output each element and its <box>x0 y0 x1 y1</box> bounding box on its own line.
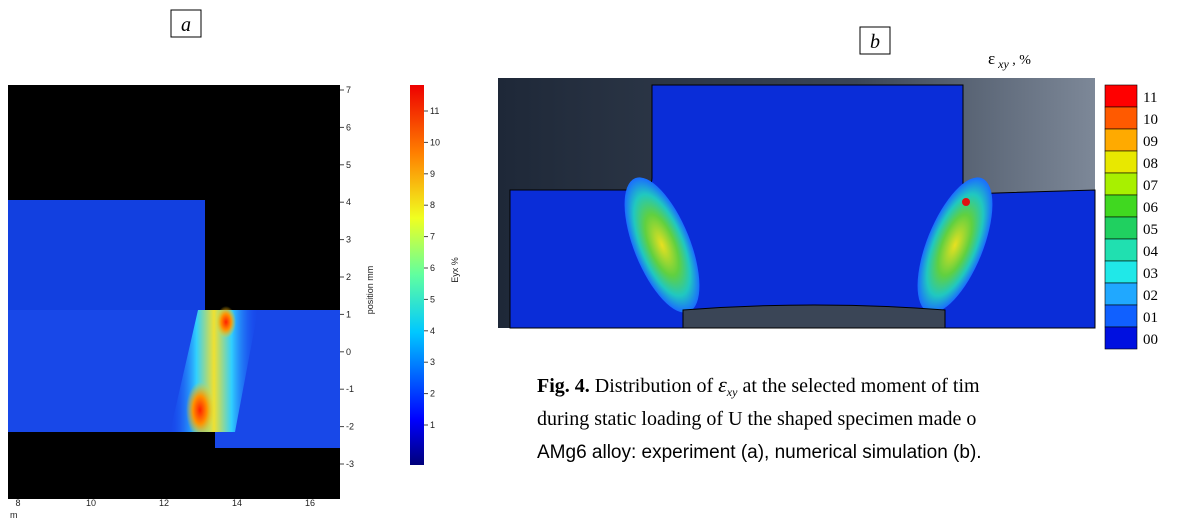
colorbar-cell <box>1104 326 1138 350</box>
x-unit: m <box>10 510 18 520</box>
colorbar-level: 09 <box>1143 134 1158 150</box>
colorbar-level: 06 <box>1143 200 1159 216</box>
colorbar-cell <box>1104 106 1138 130</box>
symbol: ε <box>718 372 727 397</box>
x-tick-label: 10 <box>86 498 96 508</box>
colorbar-level: 02 <box>1143 288 1158 304</box>
notch <box>682 304 946 329</box>
colorbar-tick-label: 7 <box>430 232 435 242</box>
hot-spot <box>216 306 236 338</box>
y-tick-label: 0 <box>346 347 351 357</box>
colorbar-tick-label: 3 <box>430 357 435 367</box>
colorbar-tick-label: 1 <box>430 420 435 430</box>
colorbar-tick-label: 10 <box>430 137 440 147</box>
x-tick-label: 12 <box>159 498 169 508</box>
strain-lobe <box>624 177 700 313</box>
hot-spot <box>962 198 970 206</box>
colorbar-cell <box>1104 194 1138 218</box>
colorbar-tick-label: 2 <box>430 389 435 399</box>
colorbar-title: ε xy , % <box>988 49 1031 71</box>
colorbar-cell <box>1104 238 1138 262</box>
y-tick-label: -2 <box>346 422 354 432</box>
subscript: xy <box>726 385 738 399</box>
colorbar-tick-label: 5 <box>430 294 435 304</box>
colorbar-cell <box>1104 216 1138 240</box>
y-tick-label: -1 <box>346 384 354 394</box>
y-tick-label: 1 <box>346 309 351 319</box>
colorbar-level: 07 <box>1143 178 1159 194</box>
colorbar-level: 05 <box>1143 222 1158 238</box>
colorbar-level: 08 <box>1143 156 1158 172</box>
colorbar-level: 00 <box>1143 332 1158 348</box>
y-tick-label: 4 <box>346 197 351 207</box>
label-box <box>859 26 891 55</box>
caption-number: Fig. 4. <box>537 375 590 397</box>
caption-text: at the selected moment of tim <box>737 375 980 397</box>
colorbar-cell <box>1104 84 1138 108</box>
y-tick-label: -3 <box>346 459 354 469</box>
caption-line: during static loading of U the shaped sp… <box>537 408 976 430</box>
x-tick-label: 16 <box>305 498 315 508</box>
colorbar <box>410 85 424 465</box>
colorbar-tick-label: 11 <box>430 106 439 116</box>
x-tick-label: 14 <box>232 498 242 508</box>
colorbar-tick-label: 9 <box>430 169 435 179</box>
mask <box>8 432 215 448</box>
colorbar-cell <box>1104 150 1138 174</box>
symbol: ε <box>988 49 995 68</box>
y-tick-label: 2 <box>346 272 351 282</box>
caption-line: AMg6 alloy: experiment (a), numerical si… <box>537 442 982 463</box>
axis-strip <box>0 499 340 525</box>
caption-line: Fig. 4. Distribution of εxy at the selec… <box>537 372 980 399</box>
colorbar-cell <box>1104 128 1138 152</box>
x-tick-label: 8 <box>15 498 20 508</box>
colorbar-tick-label: 8 <box>430 200 435 210</box>
colorbar-level: 01 <box>1143 310 1158 326</box>
panel-label: a <box>181 14 191 36</box>
unit: , % <box>1009 53 1032 68</box>
hot-spot <box>186 382 214 438</box>
colorbar-cell <box>1104 304 1138 328</box>
panel-label: b <box>870 31 880 53</box>
colorbar-cell <box>1104 260 1138 284</box>
colorbar-label: Eyx % <box>450 257 460 283</box>
y-tick-label: 7 <box>346 85 351 95</box>
colorbar-cell <box>1104 172 1138 196</box>
caption-text: Distribution of <box>590 375 718 397</box>
field <box>215 432 340 448</box>
colorbar-level: 04 <box>1143 244 1159 260</box>
y-label: position mm <box>365 266 375 315</box>
colorbar-tick-label: 6 <box>430 263 435 273</box>
subscript: xy <box>997 57 1009 71</box>
label-box <box>170 9 202 38</box>
strain-lobe <box>917 177 993 313</box>
colorbar-level: 03 <box>1143 266 1158 282</box>
y-tick-label: 6 <box>346 122 351 132</box>
colorbar-cell <box>1104 282 1138 306</box>
y-tick-label: 5 <box>346 160 351 170</box>
colorbar-level: 11 <box>1143 90 1157 106</box>
y-tick-label: 3 <box>346 235 351 245</box>
colorbar-tick-label: 4 <box>430 326 435 336</box>
colorbar-level: 10 <box>1143 112 1158 128</box>
